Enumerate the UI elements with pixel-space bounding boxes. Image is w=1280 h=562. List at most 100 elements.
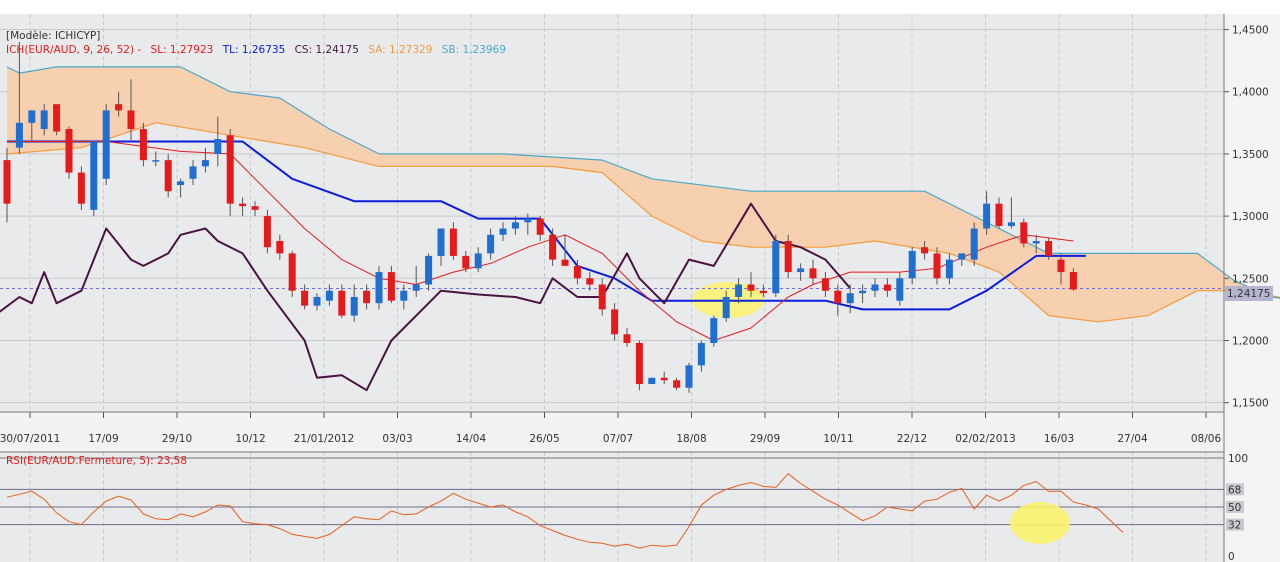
candle-body <box>177 181 185 186</box>
candle-body <box>623 334 631 343</box>
candles <box>3 41 1077 393</box>
candle-body <box>164 160 172 192</box>
candle-body <box>1032 240 1040 244</box>
candle-body <box>970 228 978 260</box>
candle-body <box>437 228 445 256</box>
price-tick-label: 1,3000 <box>1232 211 1269 223</box>
date-tick-label: 18/08 <box>676 433 706 445</box>
candle-body <box>350 296 358 316</box>
date-tick-label: 26/05 <box>529 433 559 445</box>
date-tick-label: 08/06 <box>1191 433 1222 445</box>
candle-body <box>189 166 197 179</box>
candle-body <box>201 160 209 167</box>
candle-body <box>896 278 904 301</box>
candle-body <box>115 104 123 111</box>
rsi-level-box <box>1226 483 1244 496</box>
date-tick-label: 21/01/2012 <box>294 433 355 445</box>
sb-value: SB: 1,23969 <box>442 44 506 56</box>
date-tick-label: 29/10 <box>162 433 192 445</box>
candle-body <box>301 290 309 306</box>
candle-body <box>363 290 371 304</box>
date-tick-label: 10/11 <box>823 433 853 445</box>
candle-body <box>325 290 333 301</box>
rsi-tick-label: 32 <box>1228 520 1241 532</box>
candle-body <box>648 377 656 385</box>
candle-body <box>449 228 457 256</box>
price-tick-label: 1,4500 <box>1232 25 1269 37</box>
candle-body <box>549 234 557 260</box>
candle-body <box>214 138 222 154</box>
date-tick-label: 02/02/2013 <box>955 433 1016 445</box>
rsi-tick-label: 100 <box>1228 453 1248 465</box>
candle-body <box>90 141 98 210</box>
rsi-level-box <box>1226 501 1244 513</box>
cs-value: CS: 1,24175 <box>295 44 359 56</box>
rsi-tick-label: 0 <box>1228 551 1235 562</box>
candle-body <box>611 309 619 335</box>
candle-body <box>958 253 966 260</box>
candle-body <box>908 250 916 279</box>
rsi-tick-label: 50 <box>1228 502 1241 514</box>
candle-body <box>809 268 817 279</box>
candle-body <box>425 255 433 285</box>
candle-body <box>511 222 519 229</box>
candle-body <box>945 259 953 279</box>
date-tick-label: 22/12 <box>897 433 927 445</box>
candle-body <box>263 216 271 248</box>
candle-body <box>759 290 767 294</box>
candle-body <box>152 160 160 162</box>
candle-body <box>3 160 11 204</box>
date-tick-label: 27/04 <box>1117 433 1148 445</box>
candle-body <box>685 365 693 388</box>
date-tick-label: 30/07/2011 <box>0 433 60 445</box>
rsi-tick-label: 68 <box>1228 484 1241 496</box>
candle-body <box>710 318 718 343</box>
date-tick-label: 07/07 <box>603 433 633 445</box>
candle-body <box>921 247 929 254</box>
candle-body <box>251 206 259 210</box>
candle-body <box>834 290 842 304</box>
candle-body <box>226 135 234 204</box>
candle-body <box>412 284 420 291</box>
candle-body <box>697 342 705 366</box>
candle-body <box>821 278 829 291</box>
candle-body <box>846 293 854 304</box>
tenkan-sen-line <box>7 141 1074 341</box>
date-axis-strip <box>0 412 1224 452</box>
indicator-name: ICH(EUR/AUD, 9, 26, 52) - <box>6 44 141 56</box>
candle-body <box>772 240 780 294</box>
last-price-label: 1,24175 <box>1227 288 1270 300</box>
candle-body <box>15 122 23 148</box>
sl-value: SL: 1,27923 <box>151 44 214 56</box>
candle-body <box>375 272 383 304</box>
candle-body <box>102 110 110 179</box>
candle-body <box>635 342 643 385</box>
candle-body <box>1007 222 1015 227</box>
candle-body <box>1020 222 1028 244</box>
tl-value: TL: 1,26735 <box>222 44 286 56</box>
candle-body <box>573 265 581 279</box>
candle-body <box>722 296 730 319</box>
candle-body <box>784 240 792 273</box>
candle-body <box>499 228 507 235</box>
candle-body <box>561 259 569 266</box>
sa-value: SA: 1,27329 <box>368 44 432 56</box>
candle-body <box>1045 240 1053 256</box>
price-tick-label: 1,3500 <box>1232 149 1269 161</box>
candle-body <box>387 272 395 301</box>
candle-body <box>995 203 1003 227</box>
candle-body <box>524 218 532 223</box>
candle-body <box>487 234 495 254</box>
candle-body <box>598 284 606 310</box>
chart-title: [Modèle: ICHICYP] <box>6 30 100 42</box>
candle-body <box>660 377 668 381</box>
rsi-series <box>0 457 1224 549</box>
candle-body <box>338 290 346 316</box>
date-tick-label: 14/04 <box>456 433 487 445</box>
highlight-ellipse-rsi <box>1010 502 1070 544</box>
candle-body <box>586 278 594 285</box>
chikou-span-line <box>0 202 851 392</box>
candle-body <box>313 296 321 306</box>
candle-body <box>673 380 681 388</box>
